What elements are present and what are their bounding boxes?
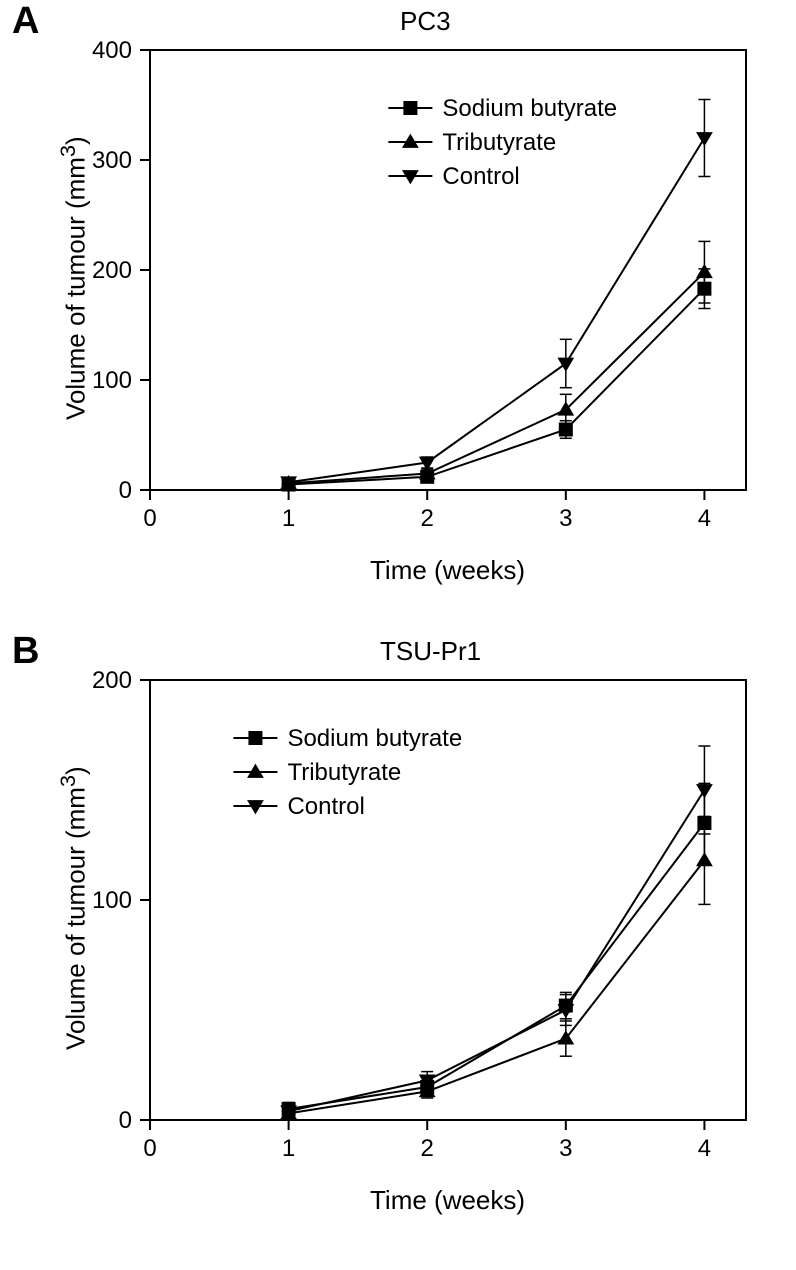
svg-text:Sodium butyrate: Sodium butyrate (442, 95, 617, 122)
svg-text:1: 1 (282, 505, 295, 532)
svg-text:200: 200 (92, 667, 132, 694)
svg-text:4: 4 (698, 505, 711, 532)
panel-b-plot: 012340100200Sodium butyrateTributyrateCo… (150, 680, 746, 1120)
svg-text:400: 400 (92, 37, 132, 64)
svg-text:Control: Control (287, 793, 364, 820)
svg-text:0: 0 (119, 1107, 132, 1134)
panel-a-label: A (12, 0, 39, 43)
svg-text:Sodium butyrate: Sodium butyrate (287, 725, 462, 752)
panel-b: B TSU-Pr1 0 1 2 3 4 0 100 200 Sodium butyrate Tri… (0, 620, 796, 1270)
svg-text:300: 300 (92, 147, 132, 174)
panel-b-title: TSU-Pr1 (380, 636, 481, 667)
svg-text:0: 0 (143, 1135, 156, 1162)
panel-a: A PC3 012340100200300400Sodium butyrateT… (0, 0, 796, 620)
panel-b-ylabel: Volume of tumour (mm3) (55, 766, 92, 1050)
panel-b-svg: 012340100200Sodium butyrateTributyrateCo… (150, 680, 746, 1120)
svg-text:3: 3 (559, 1135, 572, 1162)
svg-text:3: 3 (559, 505, 572, 532)
panel-a-ylabel: Volume of tumour (mm3) (55, 136, 92, 420)
svg-text:Tributyrate: Tributyrate (442, 129, 556, 156)
svg-text:0: 0 (143, 505, 156, 532)
svg-text:100: 100 (92, 367, 132, 394)
svg-text:2: 2 (421, 1135, 434, 1162)
panel-b-xlabel: Time (weeks) (370, 1185, 525, 1216)
panel-a-xlabel: Time (weeks) (370, 555, 525, 586)
svg-text:2: 2 (421, 505, 434, 532)
svg-text:1: 1 (282, 1135, 295, 1162)
panel-a-title: PC3 (400, 6, 451, 37)
panel-a-svg: 012340100200300400Sodium butyrateTributy… (150, 50, 746, 490)
svg-text:100: 100 (92, 887, 132, 914)
svg-text:Tributyrate: Tributyrate (287, 759, 401, 786)
svg-text:4: 4 (698, 1135, 711, 1162)
panel-a-plot: 012340100200300400Sodium butyrateTributy… (150, 50, 746, 490)
figure-page: A PC3 012340100200300400Sodium butyrateT… (0, 0, 796, 1270)
svg-text:200: 200 (92, 257, 132, 284)
svg-text:0: 0 (119, 477, 132, 504)
svg-text:Control: Control (442, 163, 519, 190)
panel-b-label: B (12, 630, 39, 673)
